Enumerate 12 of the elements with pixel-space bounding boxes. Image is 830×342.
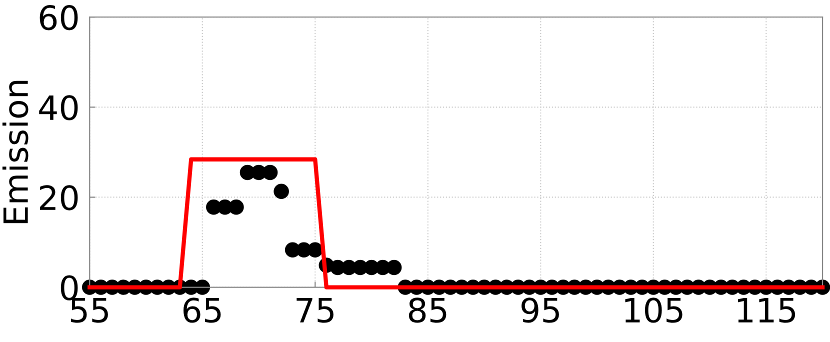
x-tick-label: 55 (71, 298, 108, 323)
y-axis-title: Emission (2, 80, 28, 224)
x-tick-label: 75 (296, 298, 334, 323)
y-tick-label: 40 (39, 95, 78, 120)
x-tick-label: 85 (408, 298, 446, 323)
y-tick-label: 20 (40, 185, 78, 210)
y-tick-label: 60 (40, 5, 78, 30)
x-tick-label: 95 (522, 298, 559, 323)
x-tick-label: 65 (184, 298, 221, 323)
x-tick-label: 105 (625, 298, 682, 323)
y-tick-label: 0 (60, 275, 78, 300)
x-tick-label: 115 (738, 298, 796, 323)
